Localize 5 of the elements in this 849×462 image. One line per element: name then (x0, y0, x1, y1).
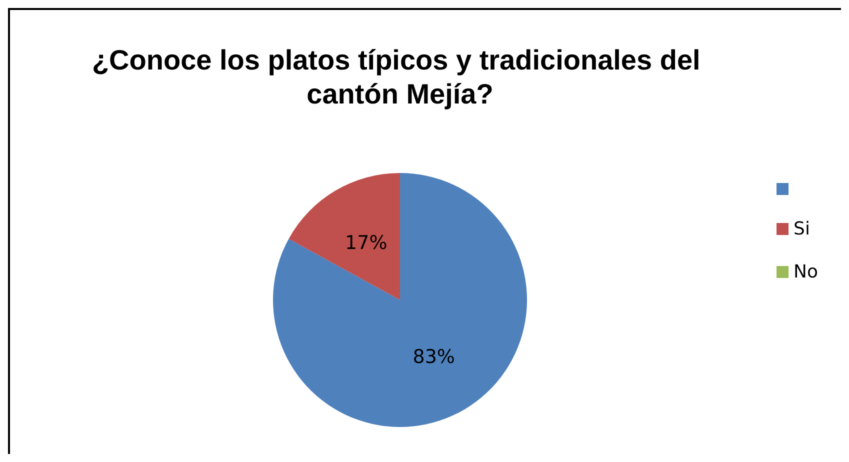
data-label: 17% (345, 232, 388, 254)
legend-label: No (794, 262, 818, 282)
data-label: 83% (412, 346, 455, 368)
chart-title: ¿Conoce los platos típicos y tradicionales del cantón Mejía? (92, 44, 708, 110)
legend-label: Si (794, 218, 810, 240)
